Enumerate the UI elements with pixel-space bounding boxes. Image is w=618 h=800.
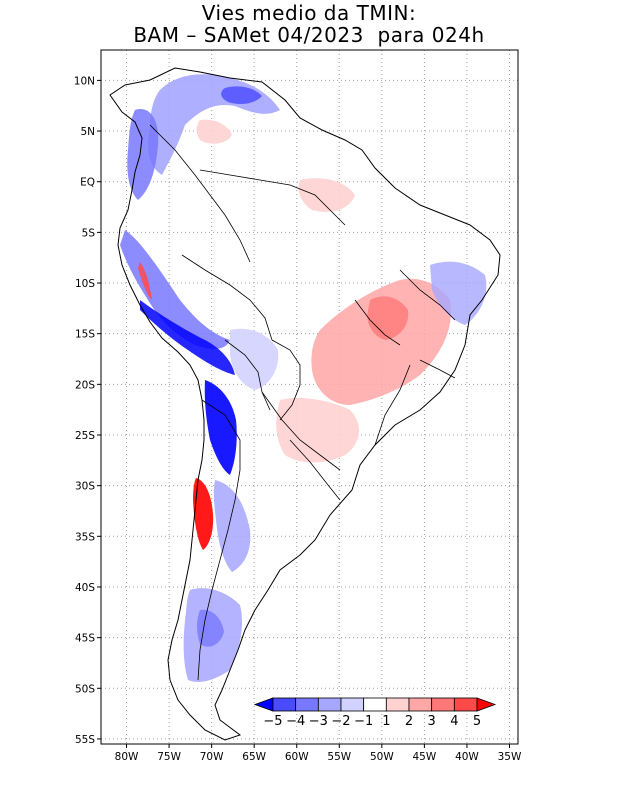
colorbar-swatch	[385, 697, 410, 712]
colorbar-swatch	[408, 697, 433, 712]
bias-patch-cuyo-cool	[213, 480, 251, 572]
bias-patch-peru-warm-streak	[138, 262, 152, 300]
bias-patch-central-chile-warm	[193, 478, 214, 550]
longitude-axis: 80W 75W 70W 65W 60W 55W 50W 45W 40W 35W	[115, 744, 522, 763]
bias-patch-atacama-cool	[204, 380, 237, 475]
lon-tick-label: 35W	[498, 751, 522, 763]
lat-tick-label: 45S	[75, 633, 95, 645]
colorbar-arrow-low	[253, 697, 274, 712]
lon-tick-label: 45W	[413, 751, 437, 763]
colorbar: −5 −4 −3 −2 −1 1 2 3 4 5	[253, 697, 497, 729]
colorbar-arrow-high	[476, 697, 497, 712]
colorbar-label: 2	[405, 714, 413, 729]
bias-patch-amazon-north-warm	[298, 178, 355, 212]
title-line-2: BAM – SAMet 04/2023 para 024h	[133, 23, 485, 47]
colorbar-swatch	[431, 697, 455, 712]
colorbar-swatch	[340, 697, 365, 712]
colorbar-label: −3	[309, 714, 328, 729]
bias-patch-peru-andes	[120, 230, 230, 349]
lat-tick-label: EQ	[80, 177, 95, 189]
bias-patch-andes-north	[127, 109, 159, 200]
lon-tick-label: 50W	[370, 751, 394, 763]
map-frame	[100, 49, 519, 745]
lon-tick-label: 60W	[285, 751, 309, 763]
bias-patch-brazil-center-warm	[311, 278, 451, 405]
bias-field	[120, 74, 487, 682]
colorbar-label: 3	[428, 714, 436, 729]
colorbar-label: 4	[450, 714, 458, 729]
colorbar-label: −2	[331, 714, 350, 729]
map-title: Vies medio da TMIN: BAM – SAMet 04/2023 …	[0, 2, 618, 46]
country-borders	[149, 124, 456, 681]
bias-patch-brazil-center-warm-dark	[367, 296, 409, 340]
lat-tick-label: 5S	[82, 227, 96, 239]
colorbar-label: 5	[473, 714, 481, 729]
lat-tick-label: 50S	[75, 683, 95, 695]
colorbar-swatch	[317, 697, 342, 712]
lon-tick-label: 80W	[115, 751, 139, 763]
colorbar-swatch	[272, 697, 297, 712]
colorbar-swatch	[363, 697, 387, 712]
colorbar-swatch	[295, 697, 319, 712]
lon-tick-label: 40W	[455, 751, 479, 763]
lat-tick-label: 20S	[75, 379, 95, 391]
lat-tick-label: 10N	[74, 75, 95, 87]
bias-patch-bolivia-cool	[230, 328, 279, 390]
bias-patch-peru-coast-dark	[140, 300, 235, 375]
lon-tick-label: 70W	[200, 751, 224, 763]
south-america-coastline	[109, 67, 501, 741]
colorbar-label: −5	[263, 714, 282, 729]
bias-patch-guiana-warm	[196, 119, 232, 144]
lat-tick-label: 55S	[75, 734, 95, 746]
lat-tick-label: 35S	[75, 531, 95, 543]
latitude-axis: 10N 5N EQ 5S 10S 15S 20S 25S 30S 35S 40S 45S 50S 55S	[74, 75, 101, 746]
lon-tick-label: 75W	[157, 751, 181, 763]
colorbar-swatch	[453, 697, 478, 712]
colorbar-label: −1	[354, 714, 373, 729]
colorbar-label: −4	[286, 714, 305, 729]
lat-tick-label: 10S	[75, 278, 95, 290]
lat-tick-label: 30S	[75, 481, 95, 493]
lat-tick-label: 15S	[75, 329, 95, 341]
bias-patch-north-cool-dark	[221, 86, 262, 104]
colorbar-label: 1	[382, 714, 390, 729]
bias-patch-patagonia-cool-mid	[197, 609, 224, 647]
lat-tick-label: 25S	[75, 430, 95, 442]
lat-tick-label: 40S	[75, 582, 95, 594]
lon-tick-label: 65W	[242, 751, 266, 763]
bias-patch-brazil-south-warm	[276, 398, 360, 463]
title-line-1: Vies medio da TMIN:	[201, 1, 417, 25]
lat-tick-label: 5N	[80, 126, 95, 138]
lon-tick-label: 55W	[327, 751, 351, 763]
